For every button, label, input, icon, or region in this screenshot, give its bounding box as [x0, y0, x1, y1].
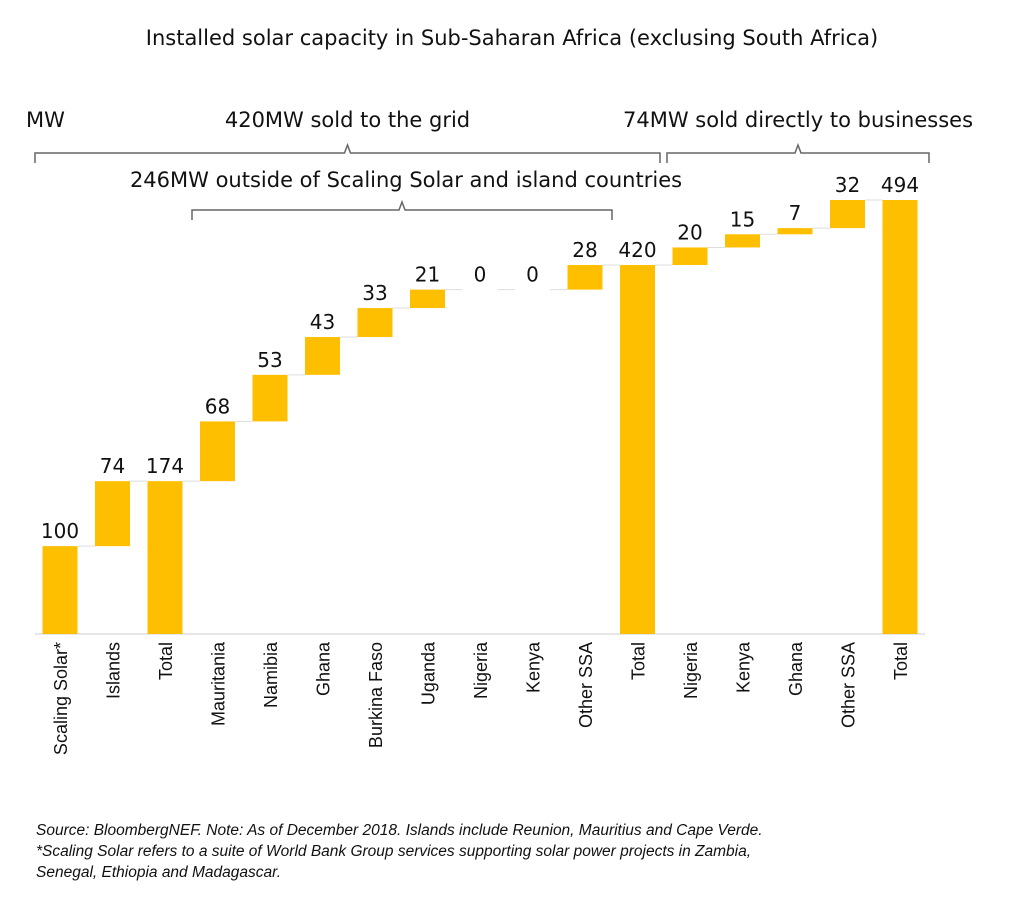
- data-label-13: 15: [730, 207, 755, 231]
- bar-10: [567, 265, 603, 290]
- category-label-4: Namibia: [261, 641, 281, 708]
- category-label-1: Islands: [104, 642, 124, 699]
- data-label-4: 53: [257, 348, 282, 372]
- data-label-0: 100: [41, 519, 79, 543]
- data-label-15: 32: [835, 173, 860, 197]
- bar-3: [200, 421, 235, 482]
- bar-1: [95, 481, 130, 547]
- footnote: Source: BloombergNEF. Note: As of Decemb…: [36, 820, 763, 883]
- bar-11: [620, 265, 655, 634]
- category-label-13: Kenya: [734, 641, 754, 693]
- category-label-14: Ghana: [786, 641, 806, 696]
- y-axis-label: MW: [26, 108, 65, 132]
- category-label-2: Total: [156, 642, 176, 680]
- data-label-10: 28: [572, 238, 597, 262]
- bar-4: [252, 374, 288, 422]
- annotation-grid: 420MW sold to the grid: [225, 108, 470, 132]
- data-label-5: 43: [310, 310, 335, 334]
- footnote-source: Source: BloombergNEF. Note: As of Decemb…: [36, 822, 763, 839]
- bar-5: [305, 337, 340, 375]
- bar-14: [777, 228, 813, 235]
- data-label-12: 20: [677, 220, 702, 244]
- category-label-10: Other SSA: [576, 642, 596, 728]
- category-label-5: Ghana: [314, 641, 334, 696]
- annotation-outside-scaling-solar: 246MW outside of Scaling Solar and islan…: [130, 168, 682, 192]
- category-label-11: Total: [629, 642, 649, 680]
- data-label-1: 74: [100, 454, 125, 478]
- bar-2: [147, 481, 183, 634]
- data-label-2: 174: [146, 454, 184, 478]
- category-label-12: Nigeria: [681, 641, 701, 699]
- annotation-businesses: 74MW sold directly to businesses: [623, 108, 973, 132]
- data-label-7: 21: [415, 263, 440, 287]
- data-label-16: 494: [881, 173, 919, 197]
- data-label-6: 33: [362, 281, 387, 305]
- bar-16: [882, 200, 918, 634]
- bracket-outside-scaling-solar: [191, 199, 613, 220]
- data-label-11: 420: [618, 238, 656, 262]
- bar-6: [357, 308, 393, 338]
- bar-7: [410, 289, 445, 309]
- data-label-9: 0: [526, 263, 539, 287]
- category-label-3: Mauritania: [209, 641, 229, 726]
- category-label-6: Burkina Faso: [366, 642, 386, 748]
- category-label-15: Other SSA: [839, 642, 859, 728]
- category-label-16: Total: [891, 642, 911, 680]
- chart-title: Installed solar capacity in Sub-Saharan …: [145, 26, 879, 50]
- footnote-scaling-solar-cont: Senegal, Ethiopia and Madagascar.: [36, 864, 282, 881]
- bar-0: [42, 546, 78, 634]
- data-label-14: 7: [789, 201, 802, 225]
- bar-12: [672, 247, 708, 266]
- category-label-7: Uganda: [419, 641, 439, 705]
- category-label-8: Nigeria: [471, 641, 491, 699]
- data-label-3: 68: [205, 394, 230, 418]
- bar-15: [830, 200, 865, 229]
- bar-13: [725, 234, 760, 248]
- bracket-businesses: [666, 142, 930, 163]
- category-label-9: Kenya: [524, 641, 544, 693]
- category-label-0: Scaling Solar*: [51, 642, 71, 755]
- data-label-8: 0: [474, 263, 487, 287]
- footnote-scaling-solar: *Scaling Solar refers to a suite of Worl…: [36, 843, 752, 860]
- bracket-grid: [34, 142, 661, 163]
